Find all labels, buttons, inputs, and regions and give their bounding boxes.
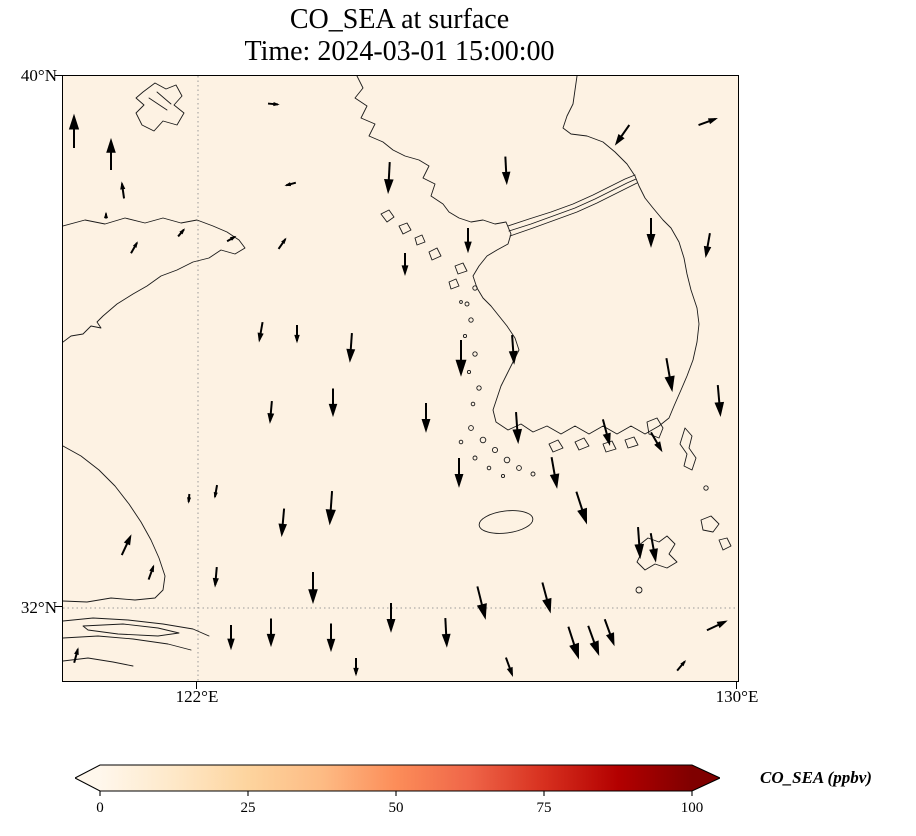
xtick-mark-122E [196,682,198,689]
coastlines [63,76,732,667]
cbar-tick-0: 0 [96,800,104,816]
cbar-tick-25: 25 [240,800,256,816]
ytick-mark-32N [55,606,62,608]
plot-subtitle: Time: 2024-03-01 15:00:00 [244,36,555,67]
xtick-130E: 130°E [715,687,759,706]
cbar-tick-100: 100 [680,800,704,816]
colorbar-label: CO_SEA (ppbv) [760,768,872,787]
map-canvas [63,76,738,681]
ytick-mark-40N [55,75,62,77]
gridlines [63,76,738,681]
colorbar-tick-marks [99,791,693,796]
xtick-122E: 122°E [175,687,219,706]
ytick-40N: 40°N [20,66,57,85]
ytick-32N: 32°N [20,598,57,617]
xtick-mark-130E [736,682,738,689]
wind-vector-arrows [68,102,728,677]
map-plot [62,75,739,682]
cbar-tick-75: 75 [536,800,552,816]
colorbar-canvas [73,764,722,796]
colorbar [73,764,722,800]
plot-title: CO_SEA at surface [289,4,510,35]
cbar-tick-50: 50 [388,800,404,816]
colorbar-gradient-bar [73,764,722,792]
